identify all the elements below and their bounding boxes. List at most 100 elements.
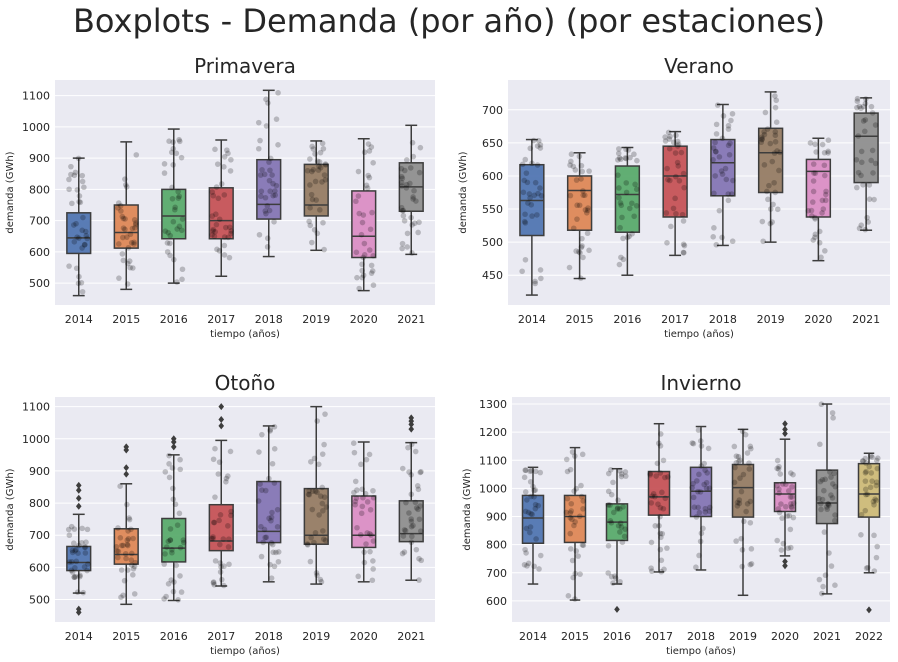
strip-point bbox=[268, 540, 275, 546]
strip-point bbox=[648, 565, 654, 571]
strip-point bbox=[532, 280, 539, 287]
strip-point bbox=[819, 210, 825, 216]
strip-point bbox=[314, 158, 321, 165]
strip-point bbox=[614, 505, 621, 511]
strip-point bbox=[829, 495, 836, 501]
strip-point bbox=[366, 451, 373, 458]
strip-point bbox=[623, 146, 629, 153]
box bbox=[805, 158, 832, 218]
strip-point bbox=[117, 483, 123, 490]
strip-point bbox=[370, 494, 377, 501]
strip-point bbox=[819, 476, 826, 483]
strip-point bbox=[522, 508, 529, 515]
strip-point bbox=[662, 495, 669, 502]
outlier-marker bbox=[75, 608, 82, 616]
strip-point bbox=[75, 280, 82, 287]
box bbox=[161, 188, 187, 240]
strip-point bbox=[585, 207, 591, 214]
strip-point bbox=[681, 242, 688, 249]
strip-point bbox=[399, 465, 406, 472]
strip-point bbox=[65, 526, 72, 533]
strip-point bbox=[660, 505, 667, 512]
box bbox=[66, 212, 92, 255]
strip-point bbox=[706, 485, 713, 492]
y-tick-label: 1100 bbox=[479, 454, 507, 467]
strip-point bbox=[367, 226, 374, 233]
strip-point bbox=[776, 167, 782, 174]
strip-point bbox=[610, 509, 617, 516]
strip-point bbox=[617, 529, 623, 535]
strip-point bbox=[355, 193, 362, 199]
strip-point bbox=[788, 470, 794, 476]
strip-point bbox=[765, 196, 771, 203]
x-tick-label: 2021 bbox=[397, 630, 425, 643]
strip-point bbox=[360, 272, 367, 279]
strip-point bbox=[614, 506, 621, 512]
x-tick-label: 2015 bbox=[561, 630, 589, 643]
strip-point bbox=[80, 214, 86, 221]
strip-point bbox=[862, 478, 869, 484]
strip-point bbox=[716, 154, 723, 160]
strip-point bbox=[363, 456, 370, 463]
strip-point bbox=[869, 147, 876, 154]
strip-point bbox=[263, 534, 270, 541]
strip-point bbox=[413, 198, 419, 204]
strip-point bbox=[810, 188, 817, 195]
strip-point bbox=[82, 550, 89, 556]
strip-point bbox=[862, 117, 869, 123]
strip-point bbox=[776, 509, 783, 516]
strip-point bbox=[120, 542, 126, 549]
box bbox=[566, 175, 593, 231]
strip-point bbox=[166, 138, 172, 144]
strip-point bbox=[165, 538, 172, 545]
strip-point bbox=[537, 469, 544, 476]
y-tick-label: 800 bbox=[486, 539, 507, 552]
strip-point bbox=[125, 528, 131, 534]
strip-point bbox=[659, 530, 666, 537]
strip-point bbox=[128, 526, 134, 533]
box bbox=[66, 545, 92, 572]
strip-point bbox=[823, 504, 830, 510]
strip-point bbox=[726, 151, 733, 158]
x-tick-label: 2014 bbox=[65, 313, 93, 326]
strip-point bbox=[71, 239, 78, 245]
box bbox=[521, 494, 545, 544]
strip-point bbox=[747, 498, 754, 505]
strip-point bbox=[366, 247, 373, 253]
strip-point bbox=[854, 95, 861, 102]
strip-point bbox=[319, 140, 326, 147]
strip-point bbox=[69, 547, 76, 554]
strip-point bbox=[72, 169, 79, 176]
strip-point bbox=[354, 274, 360, 281]
strip-point bbox=[363, 182, 370, 189]
strip-point bbox=[264, 235, 271, 242]
strip-point bbox=[681, 184, 687, 191]
strip-point bbox=[678, 149, 685, 156]
strip-point bbox=[361, 549, 367, 555]
strip-point bbox=[584, 230, 591, 237]
strip-point bbox=[527, 468, 533, 475]
outlier-marker bbox=[866, 606, 872, 614]
strip-point bbox=[759, 136, 765, 142]
strip-point bbox=[258, 193, 264, 200]
box bbox=[563, 494, 587, 544]
strip-point bbox=[524, 563, 530, 569]
strip-point bbox=[759, 134, 765, 140]
strip-point bbox=[572, 596, 578, 602]
strip-point bbox=[79, 525, 85, 532]
strip-point bbox=[668, 223, 674, 230]
strip-point bbox=[784, 513, 791, 519]
y-tick-label: 1000 bbox=[479, 482, 507, 495]
strip-point bbox=[693, 564, 699, 571]
strip-point bbox=[170, 588, 177, 595]
strip-point bbox=[416, 555, 422, 562]
strip-point bbox=[698, 443, 705, 449]
strip-point bbox=[115, 554, 121, 561]
strip-point bbox=[359, 274, 366, 281]
strip-point bbox=[161, 596, 167, 602]
x-axis-label: tiempo (años) bbox=[664, 329, 734, 340]
strip-point bbox=[524, 497, 530, 503]
strip-point bbox=[526, 529, 533, 536]
strip-point bbox=[868, 453, 874, 459]
strip-point bbox=[212, 229, 218, 235]
